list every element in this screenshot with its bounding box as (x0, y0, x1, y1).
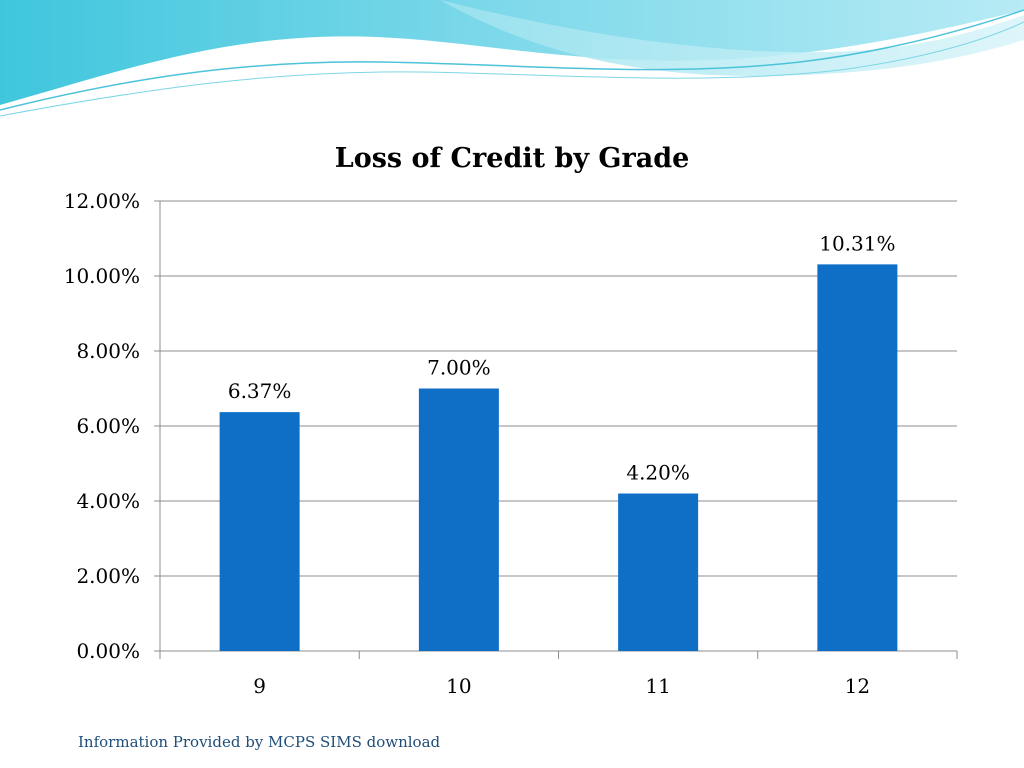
data-label: 7.00% (427, 356, 491, 380)
y-tick-label: 12.00% (64, 189, 140, 213)
labels: 0.00% 2.00% 4.00% 6.00% 8.00% 10.00% 12.00% 6.3… (64, 189, 896, 698)
bar (219, 412, 300, 651)
footer-source-note: Information Provided by MCPS SIMS downlo… (78, 733, 441, 751)
wave-band-main (0, 0, 1024, 105)
x-tick-label: 9 (253, 674, 266, 698)
data-label: 10.31% (819, 231, 895, 255)
wave-band-light (440, 0, 1024, 77)
x-tick-label: 10 (446, 674, 471, 698)
bar (817, 264, 898, 651)
chart-title: Loss of Credit by Grade (335, 143, 690, 174)
y-tick-label: 8.00% (76, 339, 140, 363)
bars (219, 264, 898, 651)
y-tick-label: 4.00% (76, 489, 140, 513)
x-tick-label: 11 (645, 674, 670, 698)
data-label: 6.37% (228, 379, 292, 403)
wave-line-1 (0, 9, 1024, 111)
x-tick-label: 12 (845, 674, 870, 698)
data-label: 4.20% (626, 461, 690, 485)
y-tick-label: 6.00% (76, 414, 140, 438)
y-tick-label: 10.00% (64, 264, 140, 288)
bar (418, 388, 499, 651)
bar (618, 493, 699, 651)
decorative-wave (0, 0, 1024, 117)
wave-line-2 (0, 21, 1024, 117)
y-tick-label: 2.00% (76, 564, 140, 588)
y-tick-label: 0.00% (76, 639, 140, 663)
